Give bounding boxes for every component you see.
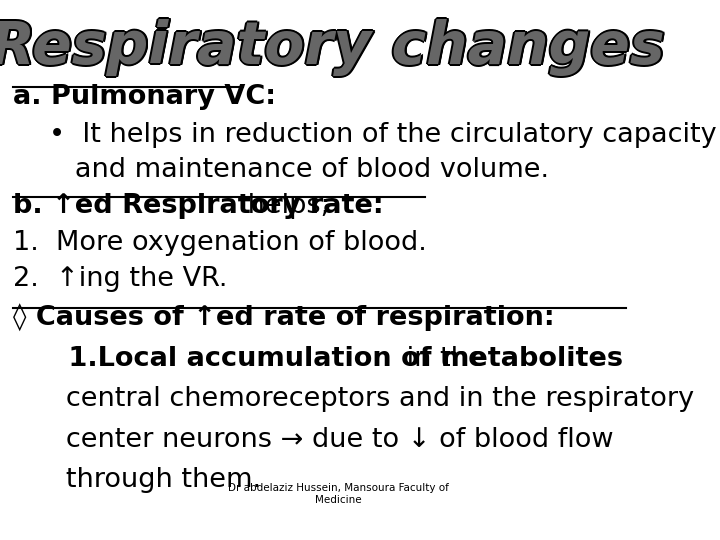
Text: through them.: through them.	[40, 467, 261, 493]
Text: Respiratory changes: Respiratory changes	[0, 20, 666, 77]
Text: b. ↑ed Respiratory rate:: b. ↑ed Respiratory rate:	[13, 193, 384, 219]
Text: •  It helps in reduction of the circulatory capacity: • It helps in reduction of the circulato…	[49, 122, 716, 147]
Text: Respiratory changes: Respiratory changes	[0, 20, 663, 77]
Text: Respiratory changes: Respiratory changes	[0, 18, 666, 75]
Text: a. Pulmonary VC:: a. Pulmonary VC:	[13, 84, 276, 110]
Text: center neurons → due to ↓ of blood flow: center neurons → due to ↓ of blood flow	[40, 427, 613, 453]
Text: Respiratory changes: Respiratory changes	[0, 21, 665, 78]
Text: 2.  ↑ing the VR.: 2. ↑ing the VR.	[13, 266, 228, 292]
Text: Respiratory changes: Respiratory changes	[0, 18, 663, 75]
Text: and maintenance of blood volume.: and maintenance of blood volume.	[49, 157, 549, 183]
Text: Respiratory changes: Respiratory changes	[0, 19, 667, 76]
Text: Respiratory changes: Respiratory changes	[0, 17, 665, 75]
Text: in the: in the	[397, 346, 485, 372]
Text: Respiratory changes: Respiratory changes	[0, 19, 665, 76]
Text: 1.  More oxygenation of blood.: 1. More oxygenation of blood.	[13, 230, 427, 255]
Text: Dr abdelaziz Hussein, Mansoura Faculty of
Medicine: Dr abdelaziz Hussein, Mansoura Faculty o…	[228, 483, 449, 505]
Text: central chemoreceptors and in the respiratory: central chemoreceptors and in the respir…	[40, 386, 694, 412]
Text: helps;: helps;	[239, 193, 330, 219]
Text: 1.Local accumulation of metabolites: 1.Local accumulation of metabolites	[40, 346, 623, 372]
Text: ◊ Causes of ↑ed rate of respiration:: ◊ Causes of ↑ed rate of respiration:	[13, 304, 554, 332]
Text: Respiratory changes: Respiratory changes	[0, 19, 662, 76]
